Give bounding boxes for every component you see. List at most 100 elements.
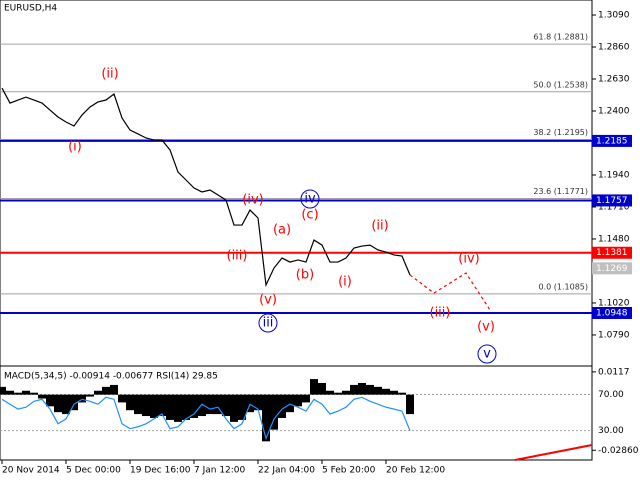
level-tag-label: 1.1381 xyxy=(596,248,628,258)
wave-circle xyxy=(258,313,278,333)
macd-bar xyxy=(126,394,134,411)
macd-bar xyxy=(46,394,54,407)
fib-label: 0.0 (1.1085) xyxy=(539,282,589,291)
x-tick-label: 20 Feb 12:00 xyxy=(386,466,445,476)
wave-label: (iii) xyxy=(430,306,451,321)
y-tick-label: 0.0117 xyxy=(598,367,630,377)
y-tick-label: 1.1710 xyxy=(598,202,630,212)
macd-bar xyxy=(54,394,62,413)
macd-bar xyxy=(206,394,214,415)
macd-bar xyxy=(198,394,206,417)
wave-label: iv xyxy=(304,192,316,207)
wave-label: v xyxy=(483,347,491,362)
macd-bar xyxy=(222,394,230,417)
macd-bar xyxy=(6,390,14,395)
level-tag xyxy=(592,306,632,319)
level-tag-label: 1.2185 xyxy=(596,136,628,146)
wave-label: (v) xyxy=(259,293,277,308)
trend-line xyxy=(514,444,593,461)
wave-label: (iv) xyxy=(458,252,479,267)
macd-bar xyxy=(94,390,102,395)
macd-bar xyxy=(278,394,286,418)
plot-frame xyxy=(0,0,593,461)
macd-bar xyxy=(142,394,150,417)
macd-bar xyxy=(78,394,86,403)
fib-label: 50.0 (1.2538) xyxy=(533,80,588,89)
macd-bar xyxy=(110,384,118,395)
y-tick-label: 1.2400 xyxy=(598,107,630,117)
macd-bar xyxy=(342,390,350,395)
wave-label: iii xyxy=(263,316,274,331)
macd-bar xyxy=(406,394,414,415)
macd-bar xyxy=(158,394,166,417)
macd-bar xyxy=(86,394,94,397)
fib-label: 61.8 (1.2881) xyxy=(533,33,588,42)
wave-label: (b) xyxy=(296,268,314,283)
macd-bar xyxy=(190,394,198,418)
macd-bar xyxy=(38,394,46,399)
x-tick-label: 5 Dec 00:00 xyxy=(66,466,121,476)
fib-label: 38.2 (1.2195) xyxy=(533,128,588,137)
macd-bar xyxy=(102,386,110,395)
macd-bar xyxy=(214,394,222,415)
x-tick-label: 5 Feb 20:00 xyxy=(322,466,376,476)
macd-bar xyxy=(238,394,246,420)
y-tick-label: 1.3090 xyxy=(598,11,630,21)
macd-bar xyxy=(390,390,398,395)
x-tick-label: 19 Dec 16:00 xyxy=(130,466,191,476)
level-tag-label: 1.0948 xyxy=(596,308,628,318)
macd-bar xyxy=(318,382,326,395)
wave-circle xyxy=(300,189,320,209)
macd-bar xyxy=(302,394,310,403)
y-tick-label: -0.02860 xyxy=(598,446,639,456)
wave-label: (ii) xyxy=(371,219,388,234)
macd-bar xyxy=(334,392,342,395)
wave-label: (i) xyxy=(338,275,352,290)
wave-label: (v) xyxy=(477,320,495,335)
fib-label: 23.6 (1.1771) xyxy=(533,187,588,196)
macd-bar xyxy=(254,394,262,411)
level-tag-label: 1.1757 xyxy=(596,196,628,206)
macd-bar xyxy=(262,394,270,442)
y2-tick-label: 30.00 xyxy=(598,426,624,436)
macd-bar xyxy=(326,390,334,395)
x-tick-label: 22 Jan 04:00 xyxy=(258,466,315,476)
macd-bar xyxy=(0,386,6,395)
wave-label: (i) xyxy=(68,140,82,155)
x-tick-label: 7 Jan 12:00 xyxy=(194,466,246,476)
macd-bar xyxy=(398,392,406,395)
macd-bar xyxy=(286,394,294,413)
y-tick-label: 1.0790 xyxy=(598,330,630,340)
macd-bar xyxy=(166,394,174,420)
macd-bar xyxy=(382,388,390,395)
macd-bar xyxy=(14,392,22,395)
macd-bar xyxy=(182,394,190,420)
macd-bar xyxy=(70,394,78,411)
wave-label: (iv) xyxy=(242,193,263,208)
level-tag xyxy=(592,134,632,147)
wave-circle xyxy=(477,344,497,364)
macd-bar xyxy=(350,384,358,395)
y-tick-label: 1.1020 xyxy=(598,298,630,308)
macd-bar xyxy=(270,394,278,430)
macd-bar xyxy=(118,394,126,403)
macd-bar xyxy=(22,390,30,395)
macd-bar xyxy=(374,386,382,395)
macd-bar xyxy=(230,394,238,422)
macd-bar xyxy=(134,394,142,415)
chart-title: EURUSD,H4 xyxy=(4,4,57,14)
y-tick-label: 1.2860 xyxy=(598,43,630,53)
wave-label: (c) xyxy=(301,208,318,223)
wave-label: (iii) xyxy=(227,249,248,264)
macd-bar xyxy=(246,394,254,413)
y-tick-label: 1.1940 xyxy=(598,170,630,180)
level-tag xyxy=(592,262,632,275)
level-tag xyxy=(592,246,632,259)
macd-bar xyxy=(366,384,374,395)
level-tag-label: 1.1269 xyxy=(596,264,628,274)
price-line xyxy=(409,272,491,311)
macd-bar xyxy=(310,379,318,395)
y-tick-label: 1.2630 xyxy=(598,75,630,85)
